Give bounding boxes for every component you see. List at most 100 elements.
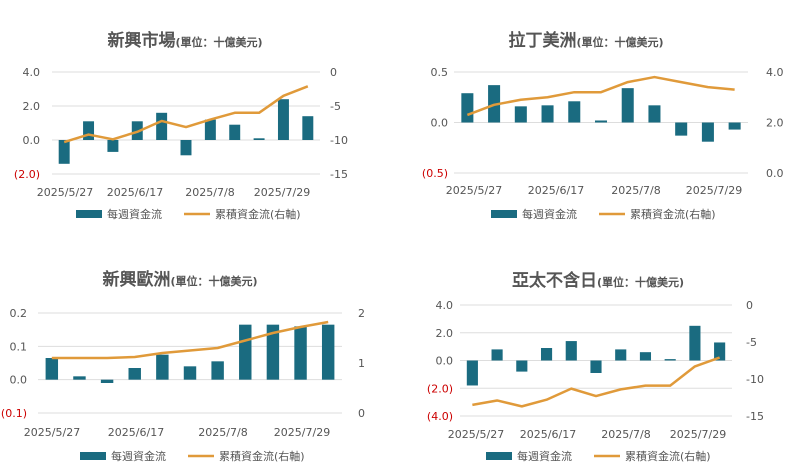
chart-title: 拉丁美洲(單位：十億美元) bbox=[508, 30, 663, 51]
chart-title-unit: (單位：十億美元) bbox=[576, 35, 663, 49]
legend-swatch-bar bbox=[76, 210, 102, 218]
y-right-tick-label: 0.0 bbox=[766, 167, 784, 180]
legend-label-cumulative-flow: 累積資金流(右軸) bbox=[219, 449, 305, 463]
legend-label-cumulative-flow: 累積資金流(右軸) bbox=[215, 207, 301, 221]
y-right-tick-label: -5 bbox=[330, 100, 341, 113]
bar-weekly-flow bbox=[266, 324, 280, 380]
y-right-tick-label: 1 bbox=[358, 357, 365, 370]
x-tick-label: 2025/5/27 bbox=[446, 184, 502, 197]
legend-label-weekly-flow: 每週資金流 bbox=[517, 449, 572, 463]
x-tick-label: 2025/6/17 bbox=[107, 186, 163, 199]
bar-weekly-flow bbox=[568, 101, 581, 123]
chart-title: 亞太不含日(單位：十億美元) bbox=[512, 270, 684, 291]
bar-weekly-flow bbox=[689, 325, 701, 361]
x-tick-label: 2025/5/27 bbox=[24, 426, 80, 439]
bar-weekly-flow bbox=[180, 140, 192, 156]
bar-weekly-flow bbox=[714, 342, 726, 361]
bar-weekly-flow bbox=[58, 140, 70, 164]
bar-weekly-flow bbox=[211, 361, 224, 380]
y-right-tick-label: -10 bbox=[330, 134, 348, 147]
bar-weekly-flow bbox=[648, 105, 661, 123]
y-left-tick-label: 2.0 bbox=[436, 327, 454, 340]
y-left-tick-label: (0.5) bbox=[422, 167, 448, 180]
y-right-tick-label: 4.0 bbox=[766, 66, 784, 79]
chart-title-main: 拉丁美洲 bbox=[508, 30, 576, 51]
y-right-tick-label: 0 bbox=[358, 407, 365, 420]
x-tick-label: 2025/7/29 bbox=[274, 426, 330, 439]
chart-svg-asia-pacific-ex-japan: 亞太不含日(單位：十億美元) 4.0 2.0 0.0 (2.0) (4.0) 0 -5 -10 -… bbox=[427, 270, 764, 463]
x-tick-label: 2025/7/8 bbox=[198, 426, 247, 439]
bar-weekly-flow bbox=[156, 354, 169, 380]
bar-weekly-flow bbox=[294, 326, 307, 380]
chart-panel-emerging-europe: 新興歐洲(單位：十億美元) 0.2 0.1 0.0 (0.1) 2 1 0 2025/5/27 2… bbox=[0, 238, 396, 475]
chart-title-main: 新興歐洲 bbox=[102, 269, 170, 290]
chart-title: 新興歐洲(單位：十億美元) bbox=[102, 269, 257, 290]
y-left-tick-label: (0.1) bbox=[1, 407, 27, 420]
y-left-tick-label: (2.0) bbox=[427, 382, 453, 395]
bar-weekly-flow bbox=[728, 122, 741, 130]
x-tick-label: 2025/7/8 bbox=[611, 184, 660, 197]
bar-weekly-flow bbox=[701, 122, 714, 142]
x-tick-label: 2025/6/17 bbox=[108, 426, 164, 439]
x-tick-label: 2025/7/29 bbox=[686, 184, 742, 197]
chart-svg-latin-america: 拉丁美洲(單位：十億美元) 0.5 0.0 (0.5) 4.0 2.0 0.0 2025/5/… bbox=[422, 30, 784, 221]
bar-weekly-flow bbox=[565, 341, 577, 361]
bar-weekly-flow bbox=[107, 140, 119, 152]
y-right-tick-label: -15 bbox=[746, 410, 764, 423]
chart-svg-emerging-markets: 新興市場(單位：十億美元) 4.0 2.0 0.0 (2.0) 0 -5 -10 -15 2025… bbox=[14, 30, 348, 221]
chart-panel-latin-america: 拉丁美洲(單位：十億美元) 0.5 0.0 (0.5) 4.0 2.0 0.0 2025/5/… bbox=[396, 0, 792, 237]
bar-weekly-flow bbox=[675, 122, 688, 136]
bar-weekly-flow bbox=[664, 359, 676, 361]
line-cumulative-flow bbox=[63, 85, 309, 144]
x-tick-label: 2025/5/27 bbox=[37, 186, 93, 199]
y-right-tick-label: 2.0 bbox=[766, 117, 784, 130]
bar-weekly-flow bbox=[239, 324, 252, 380]
y-right-tick-label: -10 bbox=[746, 373, 764, 386]
bar-weekly-flow bbox=[639, 352, 652, 361]
bar-weekly-flow bbox=[621, 88, 634, 123]
line-cumulative-flow bbox=[51, 320, 329, 360]
chart-title-unit: (單位：十億美元) bbox=[175, 35, 262, 49]
x-tick-label: 2025/6/17 bbox=[520, 428, 576, 441]
chart-title: 新興市場(單位：十億美元) bbox=[107, 30, 262, 51]
bar-weekly-flow bbox=[615, 349, 627, 361]
chart-svg-emerging-europe: 新興歐洲(單位：十億美元) 0.2 0.1 0.0 (0.1) 2 1 0 2025/5/27 2… bbox=[1, 269, 365, 463]
y-left-tick-label: 4.0 bbox=[436, 299, 454, 312]
x-tick-label: 2025/7/29 bbox=[254, 186, 310, 199]
line-cumulative-flow bbox=[466, 75, 735, 117]
legend-label-weekly-flow: 每週資金流 bbox=[522, 207, 577, 221]
y-left-tick-label: 0.5 bbox=[431, 66, 449, 79]
bar-weekly-flow bbox=[466, 360, 478, 386]
chart-panel-asia-pacific-ex-japan: 亞太不含日(單位：十億美元) 4.0 2.0 0.0 (2.0) (4.0) 0 -5 -10 -… bbox=[396, 238, 792, 475]
y-left-tick-label: 0.0 bbox=[431, 117, 449, 130]
legend-label-weekly-flow: 每週資金流 bbox=[111, 449, 166, 463]
bar-weekly-flow bbox=[461, 93, 474, 123]
bar-weekly-flow bbox=[540, 348, 553, 361]
bar-weekly-flow bbox=[516, 360, 528, 372]
y-left-tick-label: 0.0 bbox=[10, 374, 28, 387]
legend-label-weekly-flow: 每週資金流 bbox=[107, 207, 162, 221]
bar-weekly-flow bbox=[514, 106, 527, 123]
bar-weekly-flow bbox=[183, 366, 197, 380]
chart-panel-emerging-markets: 新興市場(單位：十億美元) 4.0 2.0 0.0 (2.0) 0 -5 -10 -15 2025… bbox=[0, 0, 396, 237]
bar-weekly-flow bbox=[100, 379, 114, 383]
y-right-tick-label: 0 bbox=[746, 299, 753, 312]
chart-title-unit: (單位：十億美元) bbox=[597, 275, 684, 289]
bar-weekly-flow bbox=[45, 358, 59, 380]
y-right-tick-label: -15 bbox=[330, 168, 348, 181]
bar-weekly-flow bbox=[128, 368, 141, 380]
y-left-tick-label: (2.0) bbox=[14, 168, 40, 181]
x-tick-label: 2025/5/27 bbox=[448, 428, 504, 441]
legend-swatch-bar bbox=[491, 210, 517, 218]
x-tick-label: 2025/7/8 bbox=[185, 186, 234, 199]
bar-weekly-flow bbox=[204, 119, 216, 140]
bar-weekly-flow bbox=[83, 121, 95, 140]
y-left-tick-label: (4.0) bbox=[427, 410, 453, 423]
line-cumulative-flow bbox=[472, 356, 721, 408]
bar-weekly-flow bbox=[594, 120, 608, 123]
bar-weekly-flow bbox=[277, 99, 289, 140]
legend-swatch-bar bbox=[80, 452, 106, 460]
y-left-tick-label: 0.0 bbox=[436, 355, 454, 368]
x-tick-label: 2025/7/29 bbox=[670, 428, 726, 441]
y-left-tick-label: 2.0 bbox=[23, 100, 41, 113]
